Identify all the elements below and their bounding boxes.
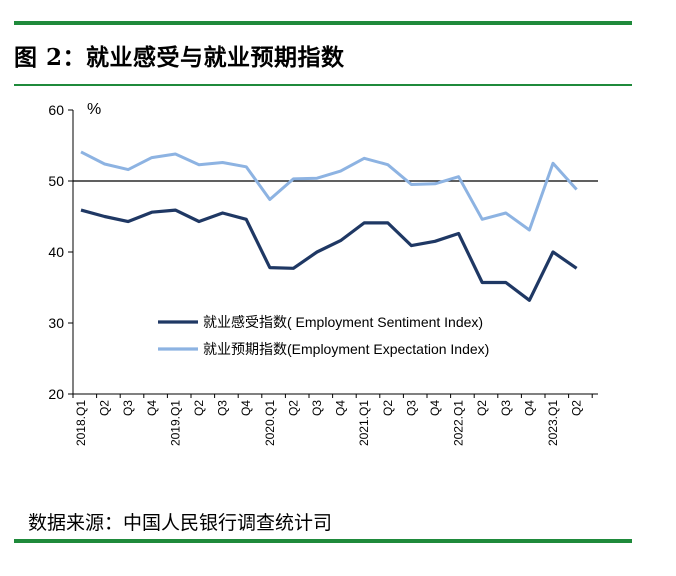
y-tick-label: 50 bbox=[48, 173, 64, 189]
x-tick-label: 2021.Q1 bbox=[357, 400, 371, 446]
x-tick-label: Q4 bbox=[428, 400, 442, 416]
y-axis-unit-label: % bbox=[87, 101, 101, 118]
x-tick-label: Q3 bbox=[121, 400, 135, 416]
x-tick-label: Q4 bbox=[522, 400, 536, 416]
y-tick-label: 40 bbox=[48, 244, 64, 260]
legend-label: 就业预期指数(Employment Expectation Index) bbox=[203, 341, 489, 357]
x-tick-label: Q2 bbox=[475, 400, 489, 416]
x-tick-label: Q2 bbox=[98, 400, 112, 416]
x-tick-label: 2018.Q1 bbox=[74, 400, 88, 446]
x-axis-ticks: 2018.Q1 Q2 Q3 Q4 2019.Q1 Q2 Q3 Q4 2020.Q1 Q2 Q3 Q4 2… bbox=[72, 394, 593, 446]
x-tick-label: Q2 bbox=[192, 400, 206, 416]
y-axis-ticks: 20 30 40 50 60 bbox=[48, 102, 73, 402]
x-tick-label: Q4 bbox=[145, 400, 159, 416]
legend: 就业感受指数( Employment Sentiment Index) 就业预期指… bbox=[158, 314, 489, 357]
x-tick-label: 2023.Q1 bbox=[546, 400, 560, 446]
y-tick-label: 20 bbox=[48, 386, 64, 402]
x-tick-label: Q2 bbox=[570, 400, 584, 416]
title-rule bbox=[14, 84, 632, 86]
x-tick-label: Q4 bbox=[239, 400, 253, 416]
x-tick-label: Q3 bbox=[404, 400, 418, 416]
x-tick-label: Q2 bbox=[381, 400, 395, 416]
series-layer bbox=[80, 150, 578, 302]
legend-label: 就业感受指数( Employment Sentiment Index) bbox=[203, 314, 483, 330]
y-tick-label: 60 bbox=[48, 102, 64, 118]
x-tick-label: 2019.Q1 bbox=[168, 400, 182, 446]
x-tick-label: Q3 bbox=[310, 400, 324, 416]
x-tick-label: 2022.Q1 bbox=[452, 400, 466, 446]
x-tick-label: Q3 bbox=[216, 400, 230, 416]
figure-title: 图 2：就业感受与就业预期指数 bbox=[14, 44, 345, 71]
bottom-rule bbox=[14, 539, 632, 543]
series-line-employment-sentiment bbox=[80, 208, 578, 302]
x-tick-label: Q4 bbox=[334, 400, 348, 416]
data-source-note: 数据来源：中国人民银行调查统计司 bbox=[28, 512, 333, 534]
x-tick-label: Q3 bbox=[499, 400, 513, 416]
x-tick-label: Q2 bbox=[286, 400, 300, 416]
x-tick-label: 2020.Q1 bbox=[263, 400, 277, 446]
top-rule bbox=[14, 21, 632, 25]
series-line-employment-expectation bbox=[80, 150, 578, 232]
y-tick-label: 30 bbox=[48, 315, 64, 331]
